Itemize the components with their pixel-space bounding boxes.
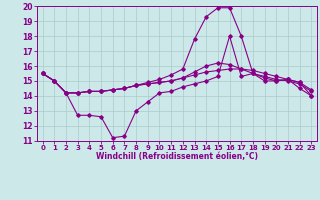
X-axis label: Windchill (Refroidissement éolien,°C): Windchill (Refroidissement éolien,°C) bbox=[96, 152, 258, 161]
